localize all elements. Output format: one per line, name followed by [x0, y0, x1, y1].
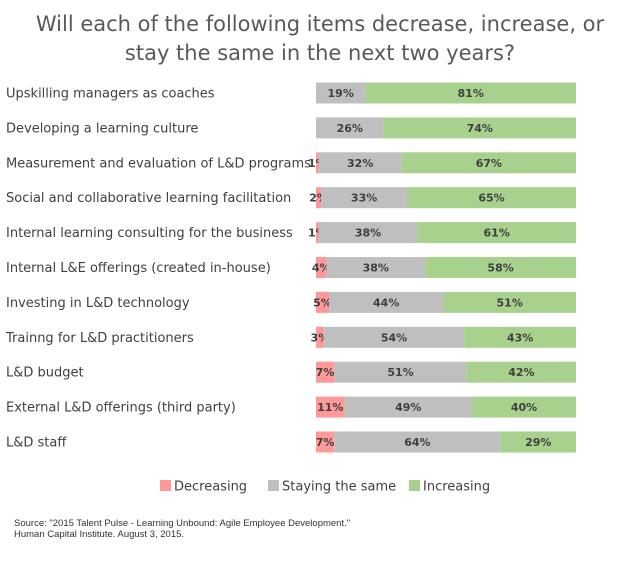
- category-label: Trainng for L&D practitioners: [5, 331, 194, 346]
- bar-row-7: Investing in L&D technology 5% 44% 51%: [6, 291, 576, 313]
- category-label: Social and collaborative learning facili…: [6, 191, 291, 206]
- bar-segment-decreasing: [316, 396, 345, 418]
- data-label-decreasing: 11%: [317, 401, 343, 414]
- data-label-increasing: 42%: [508, 366, 534, 379]
- chart-title-line-2: stay the same in the next two years?: [124, 41, 516, 65]
- legend-label-decreasing: Decreasing: [174, 480, 247, 495]
- data-label-increasing: 74%: [467, 122, 493, 135]
- bar-row-2: Developing a learning culture 26% 74%: [6, 117, 576, 139]
- bar-segment-decreasing: [316, 291, 329, 313]
- data-label-increasing: 67%: [476, 157, 502, 170]
- data-label-staying-the-same: 44%: [373, 296, 399, 309]
- bar-segment-increasing: [464, 326, 576, 348]
- bar-segment-decreasing: [316, 326, 324, 348]
- data-label-staying-the-same: 49%: [395, 401, 421, 414]
- bar-segment-increasing: [425, 257, 576, 278]
- source-line-1: Source: "2015 Talent Pulse - Learning Un…: [14, 518, 351, 529]
- legend-swatch-decreasing: [160, 480, 171, 491]
- bar-segment-decreasing: [316, 187, 322, 209]
- data-label-staying-the-same: 26%: [337, 122, 363, 135]
- chart-title-line-1: Will each of the following items decreas…: [35, 12, 605, 36]
- bar-segment-decreasing: [316, 152, 319, 174]
- bar-segment-staying-the-same: [323, 326, 465, 348]
- data-label-staying-the-same: 64%: [404, 436, 430, 449]
- data-label-increasing: 65%: [478, 192, 504, 205]
- category-label: Upskilling managers as coaches: [6, 87, 215, 102]
- bar-row-5: Internal learning consulting for the bus…: [6, 222, 576, 244]
- bar-segment-staying-the-same: [334, 361, 467, 383]
- data-label-increasing: 51%: [497, 296, 523, 309]
- legend-label-staying-the-same: Staying the same: [282, 480, 396, 495]
- source-note: Source: "2015 Talent Pulse - Learning Un…: [14, 518, 350, 540]
- bar-segment-increasing: [500, 431, 576, 453]
- legend: Decreasing Staying the same Increasing: [160, 480, 490, 495]
- data-label-staying-the-same: 38%: [363, 262, 389, 275]
- bar-row-9: L&D budget 7% 51% 42%: [6, 361, 576, 383]
- bar-segment-staying-the-same: [344, 396, 472, 418]
- data-label-increasing: 81%: [458, 87, 484, 100]
- bar-segment-increasing: [401, 152, 576, 174]
- bar-segment-increasing: [365, 82, 576, 104]
- data-label-decreasing: 5%: [313, 296, 332, 309]
- data-label-increasing: 40%: [511, 401, 537, 414]
- data-label-increasing: 61%: [484, 227, 510, 240]
- bar-segment-decreasing: [316, 431, 335, 453]
- legend-swatch-staying-the-same: [268, 480, 279, 491]
- category-label: Developing a learning culture: [6, 121, 198, 136]
- data-label-increasing: 43%: [507, 331, 533, 344]
- data-label-decreasing: 4%: [312, 262, 331, 275]
- category-label: External L&D offerings (third party): [6, 401, 236, 416]
- bar-segment-staying-the-same: [321, 187, 407, 209]
- bar-segment-increasing: [443, 291, 576, 313]
- bar-row-8: Trainng for L&D practitioners 3% 54% 43%: [5, 326, 576, 348]
- bar-segment-increasing: [417, 222, 576, 244]
- data-label-staying-the-same: 54%: [381, 331, 407, 344]
- data-label-staying-the-same: 33%: [351, 192, 377, 205]
- data-label-staying-the-same: 51%: [387, 366, 413, 379]
- category-label: Internal L&E offerings (created in-house…: [6, 261, 271, 276]
- data-label-staying-the-same: 32%: [347, 157, 373, 170]
- bar-row-4: Social and collaborative learning facili…: [6, 187, 576, 209]
- bar-segment-decreasing: [316, 361, 335, 383]
- bar-segment-staying-the-same: [316, 117, 384, 139]
- bar-segment-staying-the-same: [318, 222, 418, 244]
- legend-label-increasing: Increasing: [423, 480, 490, 495]
- bar-segment-increasing: [466, 361, 576, 383]
- category-label: L&D staff: [6, 436, 67, 451]
- bar-row-11: L&D staff 7% 64% 29%: [6, 431, 576, 453]
- data-label-staying-the-same: 19%: [328, 87, 354, 100]
- category-label: Measurement and evaluation of L&D progra…: [6, 156, 311, 171]
- data-label-staying-the-same: 38%: [355, 227, 381, 240]
- category-label: L&D budget: [6, 366, 84, 381]
- bar-row-6: Internal L&E offerings (created in-house…: [6, 257, 576, 278]
- category-label: Investing in L&D technology: [6, 296, 190, 311]
- bar-row-3: Measurement and evaluation of L&D progra…: [6, 152, 576, 174]
- bar-segment-staying-the-same: [326, 257, 426, 278]
- bar-segment-increasing: [383, 117, 576, 139]
- bar-segment-decreasing: [316, 222, 319, 244]
- bar-segment-staying-the-same: [318, 152, 402, 174]
- legend-swatch-increasing: [409, 480, 420, 491]
- data-label-decreasing: 7%: [316, 366, 335, 379]
- bar-segment-increasing: [407, 187, 576, 209]
- data-label-decreasing: 7%: [316, 436, 335, 449]
- source-line-2: Human Capital Institute. August 3, 2015.: [14, 529, 185, 540]
- bar-segment-staying-the-same: [316, 82, 366, 104]
- bar-segment-staying-the-same: [329, 291, 444, 313]
- category-label: Internal learning consulting for the bus…: [6, 226, 293, 241]
- chart-title: Will each of the following items decreas…: [0, 10, 640, 68]
- bar-segment-staying-the-same: [334, 431, 501, 453]
- bar-segment-increasing: [472, 396, 576, 418]
- bar-row-10: External L&D offerings (third party) 11% 4…: [6, 396, 576, 418]
- bar-segment-decreasing: [316, 257, 327, 278]
- data-label-increasing: 58%: [487, 262, 513, 275]
- data-label-increasing: 29%: [525, 436, 551, 449]
- bar-row-1: Upskilling managers as coaches 19% 81%: [6, 82, 576, 104]
